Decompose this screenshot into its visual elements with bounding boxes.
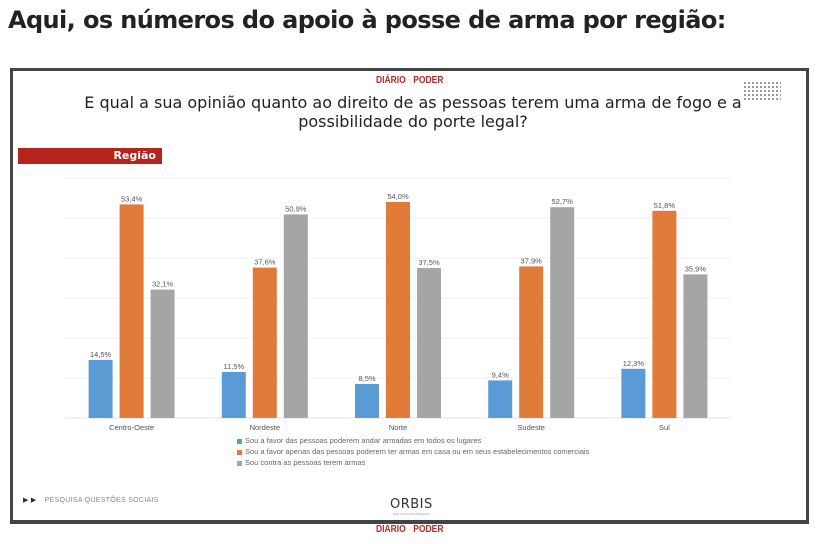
bar-norte-series-1 — [386, 202, 410, 418]
legend-label-1: Sou a favor apenas das pessoas poderem t… — [245, 447, 590, 456]
bar-chart: 14,5% 53,4% 32,1% Centro-Oeste 11,5% 37,6% 50,… — [65, 177, 731, 432]
play-arrows-icon: ▶ ▶ — [23, 497, 37, 504]
bar-sudeste-series-2 — [550, 207, 575, 418]
footer-label-text: PESQUISA QUESTÕES SOCIAIS — [44, 497, 159, 504]
brand-part1: DIÁRIO — [376, 524, 406, 535]
survey-question: E qual a sua opinião quanto ao direito d… — [84, 93, 742, 131]
category-label: Norte — [389, 423, 407, 432]
bar-centro-oeste-series-0 — [88, 360, 113, 418]
data-label: 8,5% — [358, 374, 375, 383]
bar-centro-oeste-series-2 — [150, 289, 175, 418]
data-label: 53,4% — [121, 194, 143, 203]
data-label: 9,4% — [492, 370, 509, 379]
bar-sudeste-series-0 — [488, 380, 513, 418]
orbis-logo-name: ORBIS — [390, 497, 433, 512]
bar-norte-series-2 — [417, 268, 441, 418]
bar-nordeste-series-0 — [221, 372, 246, 418]
legend-label-2: Sou contra as pessoas terem armas — [245, 458, 366, 467]
legend-swatch-gray — [237, 460, 242, 466]
data-label: 37,5% — [418, 258, 440, 267]
data-label: 54,0% — [387, 192, 409, 201]
data-label: 14,5% — [90, 350, 112, 359]
bar-nordeste-series-1 — [252, 267, 277, 418]
brand-part2: PODER — [413, 75, 444, 86]
brand-separator: ◦ — [408, 76, 411, 85]
legend-item-0: Sou a favor das pessoas poderem andar ar… — [237, 435, 589, 446]
data-label: 32,1% — [152, 280, 174, 289]
dot-grid-decoration — [743, 81, 781, 101]
legend-item-1: Sou a favor apenas das pessoas poderem t… — [237, 446, 589, 457]
bar-sul-series-0 — [621, 368, 646, 418]
survey-slide: DIÁRIO ◦ PODER E qual a sua opinião quanto… — [10, 68, 809, 524]
chart-legend: Sou a favor das pessoas poderem andar ar… — [237, 435, 589, 468]
data-label: 37,6% — [254, 258, 276, 267]
data-label: 51,8% — [654, 201, 676, 210]
orbis-logo-sub: INSTITUTO DE PESQUISA — [392, 512, 430, 516]
category-label: Sudeste — [517, 423, 545, 432]
category-label: Centro-Oeste — [109, 423, 154, 432]
data-label: 35,9% — [685, 264, 707, 273]
data-label: 37,9% — [521, 256, 543, 265]
legend-item-2: Sou contra as pessoas terem armas — [237, 457, 589, 468]
bar-sul-series-1 — [652, 210, 677, 418]
article-headline: Aqui, os números do apoio à posse de arm… — [8, 6, 726, 34]
bar-sul-series-2 — [683, 274, 708, 418]
bar-centro-oeste-series-1 — [119, 204, 144, 418]
legend-swatch-orange — [237, 449, 242, 455]
orbis-logo: ORBIS INSTITUTO DE PESQUISA — [390, 497, 433, 516]
diario-poder-logo-bottom: DIÁRIO ◦ PODER — [376, 524, 443, 535]
category-label: Nordeste — [250, 423, 280, 432]
data-label: 52,7% — [552, 197, 574, 206]
diario-poder-logo-top: DIÁRIO ◦ PODER — [376, 75, 443, 86]
brand-part2: PODER — [413, 524, 444, 535]
category-label: Sul — [659, 423, 670, 432]
legend-label-0: Sou a favor das pessoas poderem andar ar… — [245, 436, 482, 445]
bar-nordeste-series-2 — [283, 214, 308, 418]
bar-norte-series-0 — [355, 384, 379, 418]
footer-survey-label: ▶ ▶ PESQUISA QUESTÕES SOCIAIS — [23, 496, 159, 504]
data-label: 12,3% — [623, 359, 645, 368]
data-label: 50,9% — [285, 204, 307, 213]
legend-swatch-blue — [237, 438, 242, 444]
brand-part1: DIÁRIO — [376, 75, 406, 86]
bar-sudeste-series-1 — [519, 266, 544, 418]
data-label: 11,5% — [223, 362, 244, 371]
brand-separator: ◦ — [408, 525, 411, 534]
section-label-region: Região — [18, 148, 162, 164]
